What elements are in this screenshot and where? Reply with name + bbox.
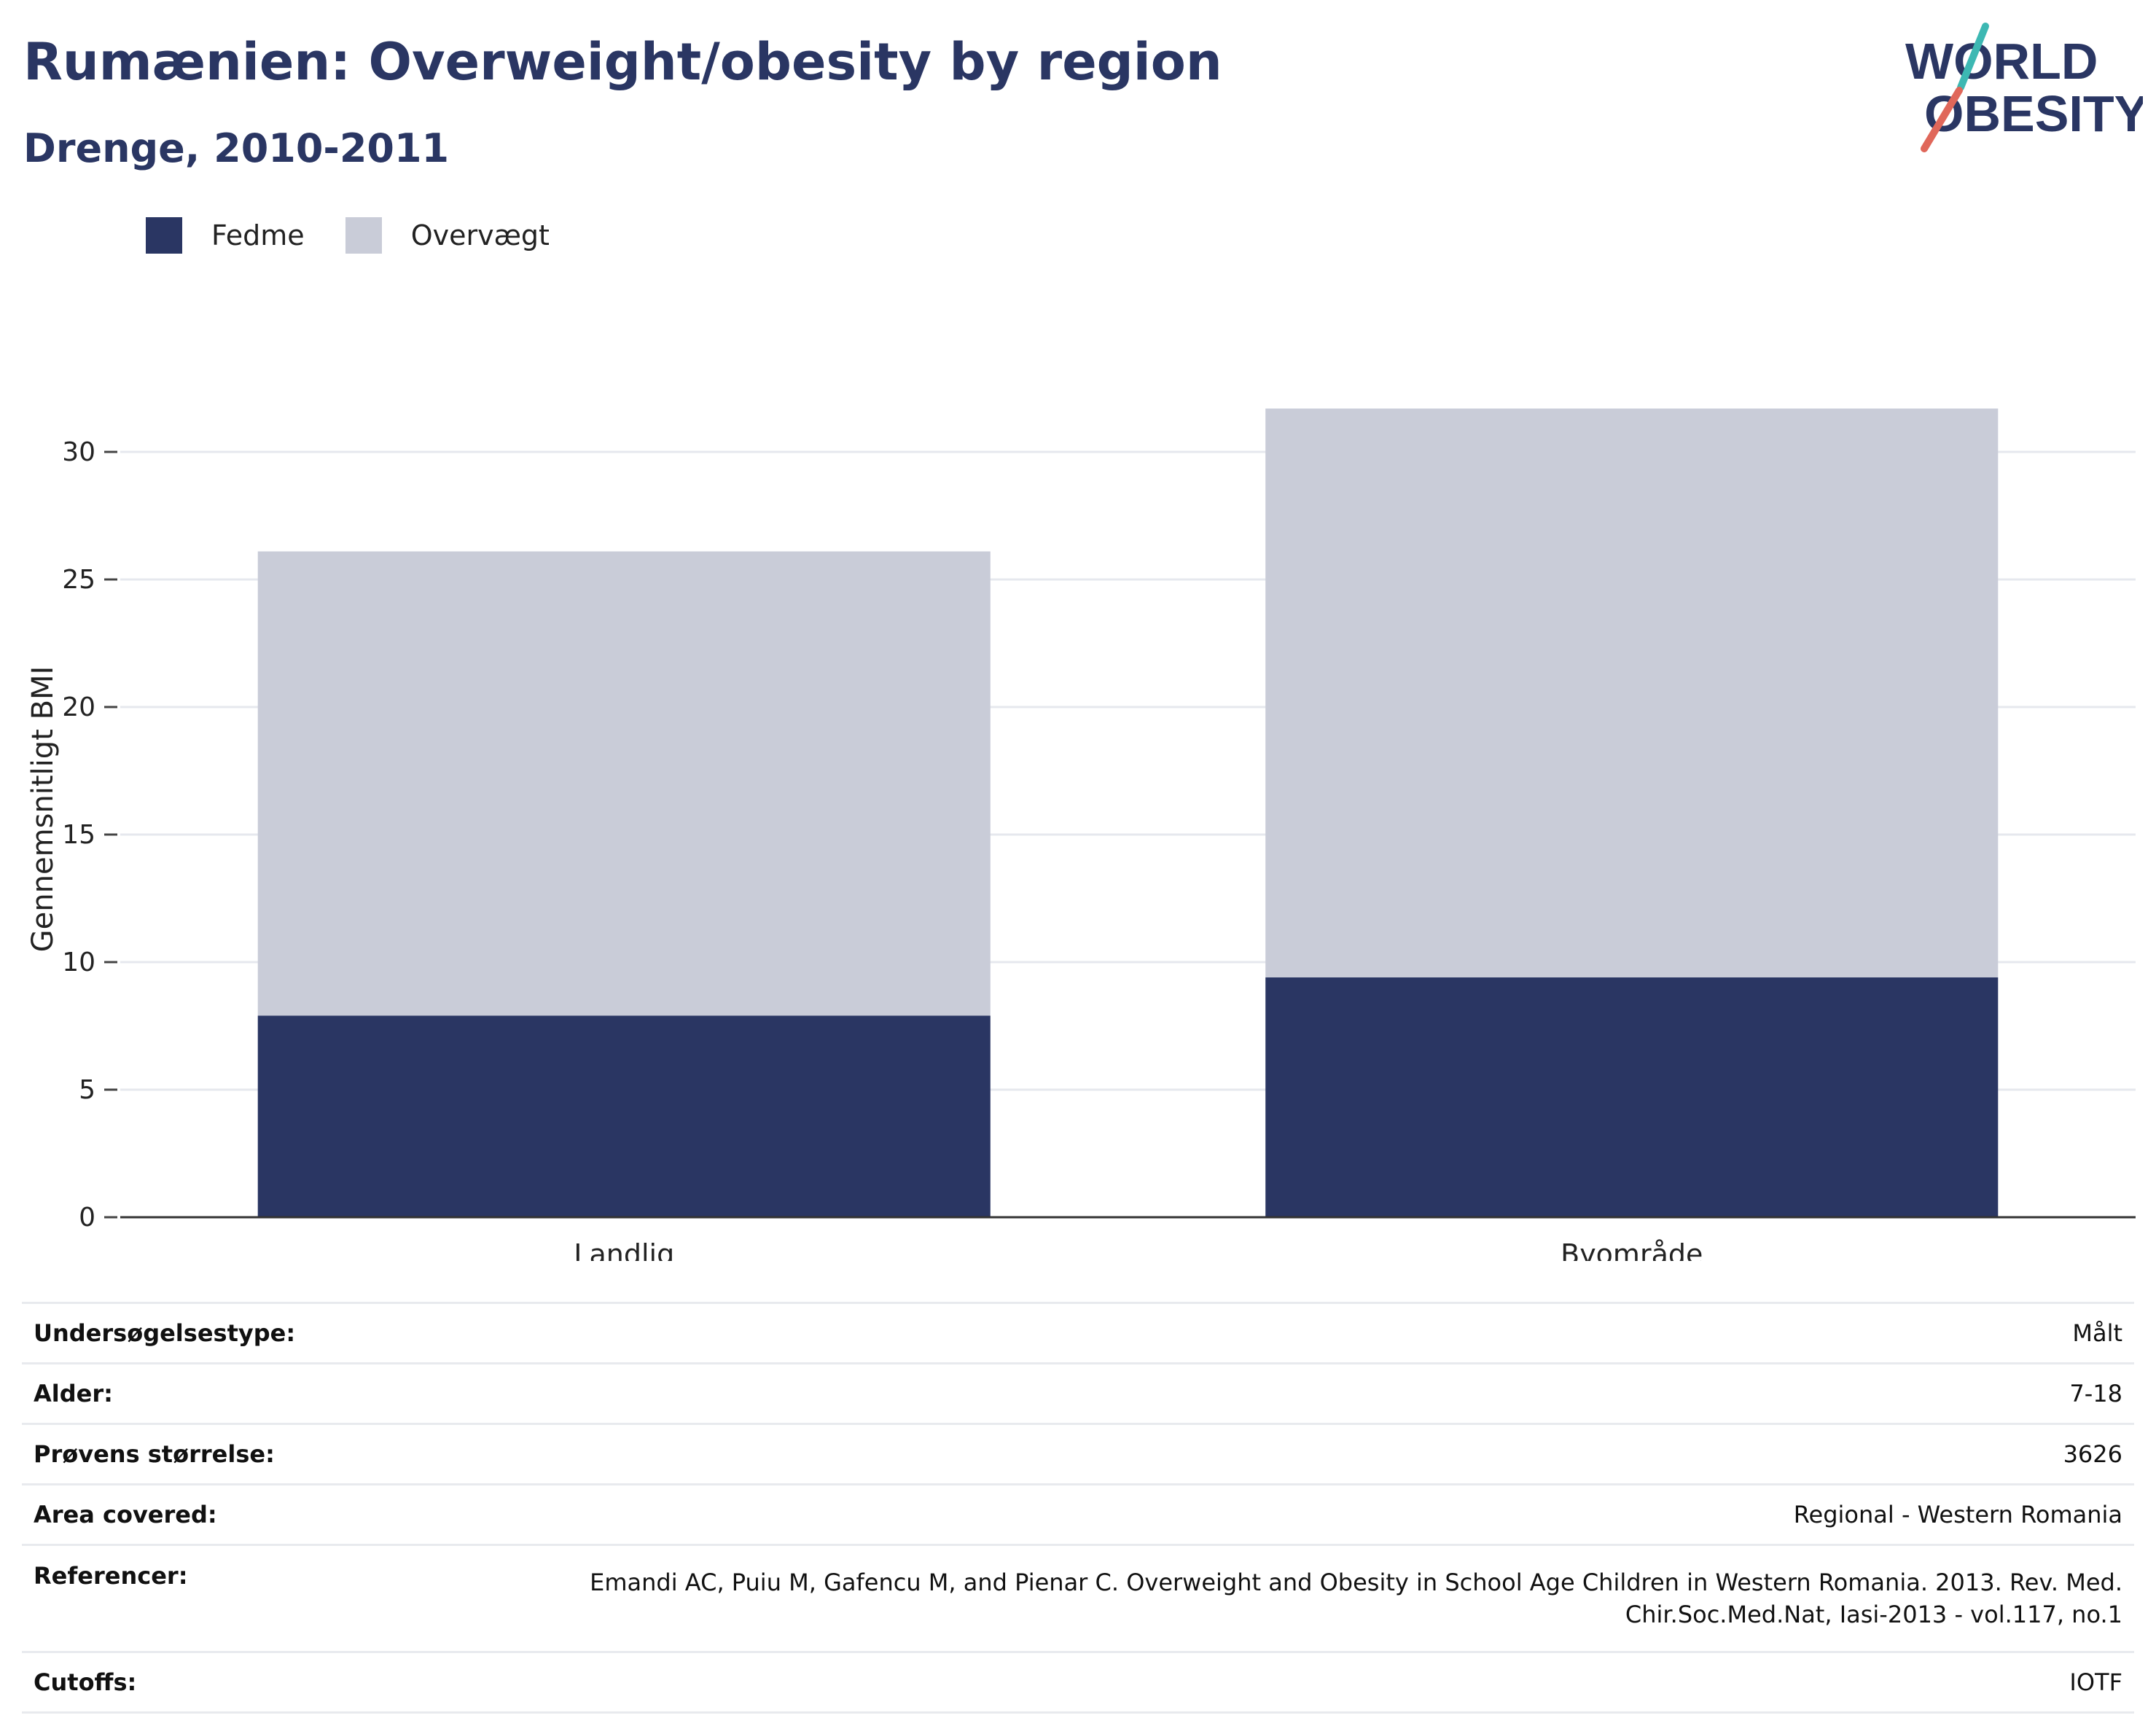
- y-tick-label: 0: [79, 1203, 95, 1233]
- legend-item-fedme[interactable]: Fedme: [146, 217, 305, 254]
- table-row: Cutoffs: IOTF: [22, 1652, 2134, 1713]
- legend-swatch-fedme: [146, 217, 182, 254]
- bar-fedme-landlig: [257, 1015, 991, 1217]
- y-tick-label: 25: [62, 565, 95, 595]
- table-row: Referencer: Emandi AC, Puiu M, Gafencu M…: [22, 1544, 2134, 1652]
- y-tick-label: 20: [62, 692, 95, 722]
- meta-label-cutoffs: Cutoffs:: [34, 1668, 137, 1696]
- table-row: Prøvens størrelse: 3626: [22, 1423, 2134, 1485]
- x-tick-label: Landlig: [574, 1238, 674, 1261]
- x-tick-label: Byområde: [1561, 1238, 1703, 1261]
- meta-label-survey-type: Undersøgelsestype:: [34, 1319, 296, 1347]
- chart-legend: Fedme Overvægt: [146, 216, 590, 255]
- legend-label-overvaegt: Overvægt: [410, 219, 550, 251]
- meta-value-sample-size: 3626: [2063, 1440, 2122, 1468]
- reference-line-1: Emandi AC, Puiu M, Gafencu M, and Pienar…: [590, 1569, 2122, 1596]
- meta-value-cutoffs: IOTF: [2069, 1668, 2122, 1696]
- table-row: Alder: 7-18: [22, 1363, 2134, 1424]
- meta-label-area-covered: Area covered:: [34, 1501, 217, 1528]
- meta-value-references: Emandi AC, Puiu M, Gafencu M, and Pienar…: [337, 1545, 2134, 1652]
- meta-label-sample-size: Prøvens størrelse:: [34, 1440, 275, 1468]
- meta-value-survey-type: Målt: [2072, 1319, 2122, 1347]
- logo-line1: WORLD: [1905, 33, 2098, 90]
- chart-title: Rumænien: Overweight/obesity by region: [23, 32, 1222, 92]
- bar-chart: 0 5 10 15 20 25 30 Landlig Byområde Gennemsnitlig…: [26, 408, 2136, 1261]
- bar-overvægt-byområde: [1265, 408, 1999, 977]
- table-row: Area covered: Regional - Western Romania: [22, 1484, 2134, 1545]
- reference-line-2: Chir.Soc.Med.Nat, Iasi-2013 - vol.117, n…: [1625, 1601, 2122, 1628]
- table-row: Undersøgelsestype: Målt: [22, 1303, 2134, 1364]
- survey-metadata-table: Undersøgelsestype: Målt Alder: 7-18 Prøv…: [22, 1302, 2134, 1714]
- bar-overvægt-landlig: [257, 551, 991, 1016]
- bar-fedme-byområde: [1265, 977, 1999, 1217]
- y-axis-title: Gennemsnitligt BMI: [26, 666, 60, 953]
- logo-slash-teal: [1957, 23, 1989, 91]
- legend-item-overvaegt[interactable]: Overvægt: [345, 217, 550, 254]
- chart-subtitle: Drenge, 2010-2011: [23, 125, 450, 171]
- y-tick-label: 5: [79, 1075, 95, 1105]
- legend-label-fedme: Fedme: [211, 219, 305, 251]
- world-obesity-logo: WORLD OBESITY: [1905, 23, 2143, 152]
- meta-value-area-covered: Regional - Western Romania: [1793, 1501, 2122, 1528]
- meta-label-references: Referencer:: [34, 1562, 188, 1590]
- meta-label-age: Alder:: [34, 1380, 113, 1407]
- meta-value-age: 7-18: [2069, 1380, 2122, 1407]
- logo-slash-red: [1921, 87, 1963, 152]
- y-tick-label: 10: [62, 948, 95, 977]
- y-tick-label: 30: [62, 437, 95, 467]
- legend-swatch-overvaegt: [345, 217, 382, 254]
- y-tick-label: 15: [62, 820, 95, 850]
